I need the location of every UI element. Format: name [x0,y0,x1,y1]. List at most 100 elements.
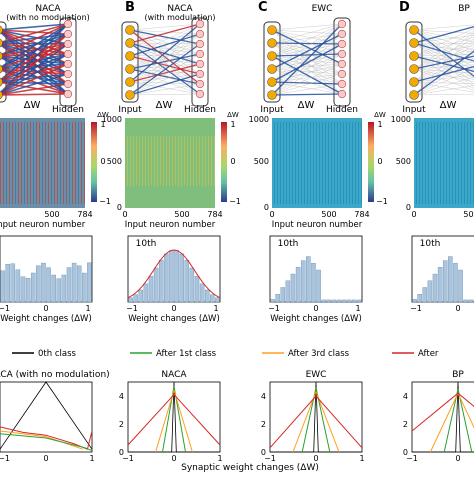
heatmap-stripe [51,122,52,204]
heatmap-xlabel: Input neuron number [272,220,363,230]
legend-item: After [392,349,439,359]
synapse-line [414,94,474,95]
distribution-title: ACA (with no modulation) [0,370,110,380]
input-neuron [268,26,277,35]
heatmap-stripe [434,122,435,204]
heatmap-stripe [63,122,64,204]
heatmap-ytick: 0 [264,203,269,212]
heatmap-ytick: 1000 [249,115,269,124]
heatmap-stripe [352,122,353,204]
hidden-neuron [196,40,204,48]
histogram-xtick: −1 [0,304,10,313]
panel-letter-d: D [399,0,410,15]
synapse-line [272,43,342,54]
heatmap-stripe [169,136,170,186]
histogram-bar [296,267,300,302]
histogram-bar [291,274,295,302]
colorbar-tick: −1 [229,197,241,206]
histogram-bar [317,270,321,302]
synapse-line [272,64,342,69]
heatmap-ytick: 500 [254,157,269,166]
hidden-neuron [338,80,346,88]
distribution-xtick: 0 [313,454,318,463]
colorbar-tick: 1 [377,120,382,129]
heatmap-stripe [452,122,453,204]
histogram-panel-3: 10th−101 [410,236,474,313]
histogram-bar [443,261,447,302]
hidden-neuron [338,20,346,28]
synapse-line [130,34,200,82]
histogram-xtick: 0 [43,304,48,313]
histogram-tag: 10th [278,239,299,249]
heatmap-stripe [361,122,362,204]
heatmap-stripe [78,122,79,204]
hidden-neuron [64,30,72,38]
histogram-bar [418,294,422,302]
distribution-xtick: 0 [43,454,48,463]
heatmap-xtick: 0 [122,210,127,219]
heatmap-stripe [163,136,164,186]
synapse-line [272,94,342,95]
histogram-tag: 10th [420,239,441,249]
histogram-xlabel: Weight changes (ΔW) [0,314,92,324]
distribution-xtick: −1 [0,454,10,463]
heatmap-stripe [9,122,10,204]
synapse-line [272,44,342,82]
heatmap-stripe [196,136,197,186]
heatmap-stripe [15,122,16,204]
heatmap-stripe [0,122,1,204]
histogram-bar [16,270,20,302]
histogram-bar [169,250,173,302]
heatmap-xtick: 784 [354,210,369,219]
heatmap-stripe [69,122,70,204]
heatmap-stripe [172,136,173,186]
colorbar-tick: 1 [230,120,235,129]
synapse-line [414,84,474,95]
histogram-bar [67,268,71,302]
histogram-bar [464,300,468,302]
histogram-bar [164,254,168,302]
heatmap-stripe [443,122,444,204]
heatmap-xtick: 500 [44,210,59,219]
histogram-xtick: −1 [410,304,422,313]
histogram-bar [347,300,351,302]
heatmap-stripe [208,136,209,186]
heatmap-ytick: 1000 [391,115,411,124]
heatmap-stripe [461,122,462,204]
histogram-bar [185,260,189,302]
histogram-xtick: −1 [268,304,280,313]
histogram-bar [195,276,199,302]
heatmap-stripe [301,122,302,204]
heatmap-xtick: 500 [321,210,336,219]
heatmap-stripe [84,122,85,204]
legend-label: After [418,349,439,359]
hidden-neuron [196,30,204,38]
panel-letter-b: B [125,0,135,15]
heatmap-stripe [274,122,275,204]
heatmap-stripe [458,122,459,204]
input-neuron [410,39,419,48]
histogram-bar [57,279,61,302]
heatmap-ytick: 500 [396,157,411,166]
distribution-ytick: 4 [119,392,124,401]
histogram-bar [469,300,473,302]
heatmap-stripe [33,122,34,204]
hidden-neuron [64,20,72,28]
histogram-bar [286,281,290,302]
legend-item: 0th class [12,349,77,359]
histogram-xtick: 1 [85,304,90,313]
series-line [0,382,92,449]
colorbar-tick: 0 [230,157,235,166]
series-line [302,388,330,452]
input-neuron [410,91,419,100]
distribution-title: NACA [161,370,187,380]
synapse-line [414,30,474,34]
heatmap-ytick: 500 [107,157,122,166]
heatmap-stripe [184,136,185,186]
